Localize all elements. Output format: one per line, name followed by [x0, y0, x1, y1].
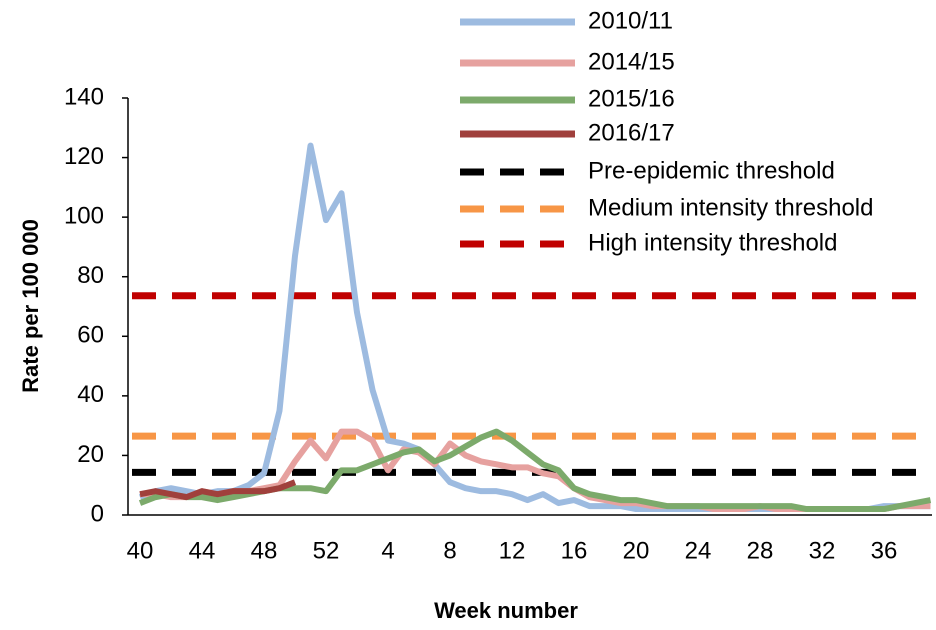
- x-tick-label: 36: [871, 537, 898, 564]
- legend-label: Pre-epidemic threshold: [588, 157, 835, 184]
- x-tick-label: 32: [809, 537, 836, 564]
- x-tick-label: 52: [313, 537, 340, 564]
- y-tick-label: 80: [77, 262, 104, 289]
- x-tick-label: 28: [747, 537, 774, 564]
- series-line: [139, 479, 297, 501]
- x-tick-label: 44: [189, 537, 216, 564]
- legend-label: High intensity threshold: [588, 229, 837, 256]
- y-tick-label: 40: [77, 381, 104, 408]
- legend-label: 2014/15: [588, 48, 675, 75]
- y-tick-label: 120: [64, 143, 104, 170]
- x-tick-label: 16: [561, 537, 588, 564]
- legend-label: 2016/17: [588, 119, 675, 146]
- x-tick-label: 24: [685, 537, 712, 564]
- y-tick-label: 60: [77, 322, 104, 349]
- x-tick-label: 8: [443, 537, 456, 564]
- x-tick-label: 48: [251, 537, 278, 564]
- legend-label: Medium intensity threshold: [588, 194, 873, 221]
- y-tick-label: 140: [64, 83, 104, 110]
- legend-label: 2010/11: [588, 7, 673, 34]
- x-tick-label: 20: [623, 537, 650, 564]
- x-tick-label: 4: [381, 537, 394, 564]
- y-tick-label: 0: [91, 500, 104, 527]
- x-tick-label: 40: [127, 537, 154, 564]
- y-axis-label: Rate per 100 000: [18, 219, 43, 393]
- x-tick-label: 12: [499, 537, 526, 564]
- legend-label: 2015/16: [588, 85, 675, 112]
- y-tick-label: 100: [64, 202, 104, 229]
- x-axis-label: Week number: [434, 598, 578, 623]
- y-tick-label: 20: [77, 441, 104, 468]
